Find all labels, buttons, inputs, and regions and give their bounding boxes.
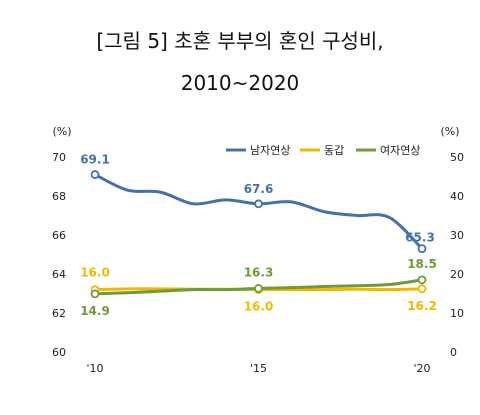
left-tick-label: 70 [52,151,66,164]
left-tick-label: 64 [52,268,66,281]
axes: 60 62 64 66 68 70 0 10 20 30 40 50 '10 '15 '20 [52,151,464,375]
data-label: 67.6 [244,182,274,196]
right-axis-unit: (%) [440,125,459,138]
chart-title-line-1: [그림 5] 초혼 부부의 혼인 구성비, [96,29,383,53]
right-tick-label: 30 [450,229,464,242]
series-marker [254,284,263,293]
series-layer [90,170,427,299]
data-label: 16.3 [244,265,274,279]
series-marker [417,284,427,294]
data-label: 16.0 [244,300,274,314]
x-tick-label: '15 [250,362,267,375]
data-label: 16.2 [407,299,437,313]
series-marker [417,244,427,254]
legend: 남자연상 동갑 여자연상 [226,144,420,157]
right-tick-label: 10 [450,307,464,320]
right-tick-label: 20 [450,268,464,281]
left-axis-unit: (%) [52,125,71,138]
legend-label: 여자연상 [380,144,420,157]
right-tick-label: 0 [450,346,457,359]
left-tick-label: 60 [52,346,66,359]
left-tick-label: 62 [52,307,66,320]
x-tick-label: '10 [86,362,103,375]
left-tick-label: 66 [52,229,66,242]
right-tick-label: 40 [450,190,464,203]
data-labels: 69.1 67.6 65.3 16.0 16.0 16.2 14.9 16.3 18.5 [80,153,437,318]
data-label: 16.0 [80,266,110,280]
left-tick-label: 68 [52,190,66,203]
series-marker [254,199,263,209]
data-label: 18.5 [407,257,437,271]
legend-label: 남자연상 [250,144,290,157]
legend-label: 동갑 [324,144,344,157]
series-marker [90,170,100,179]
right-tick-label: 50 [450,151,464,164]
x-tick-label: '20 [413,362,430,375]
data-label: 69.1 [80,153,110,167]
series-marker [90,289,100,299]
series-marker [417,275,427,285]
chart-title-line-2: 2010~2020 [181,71,300,95]
data-label: 14.9 [80,304,110,318]
data-label: 65.3 [405,231,435,245]
